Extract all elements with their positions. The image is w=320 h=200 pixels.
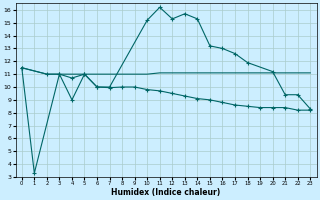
X-axis label: Humidex (Indice chaleur): Humidex (Indice chaleur) [111,188,221,197]
